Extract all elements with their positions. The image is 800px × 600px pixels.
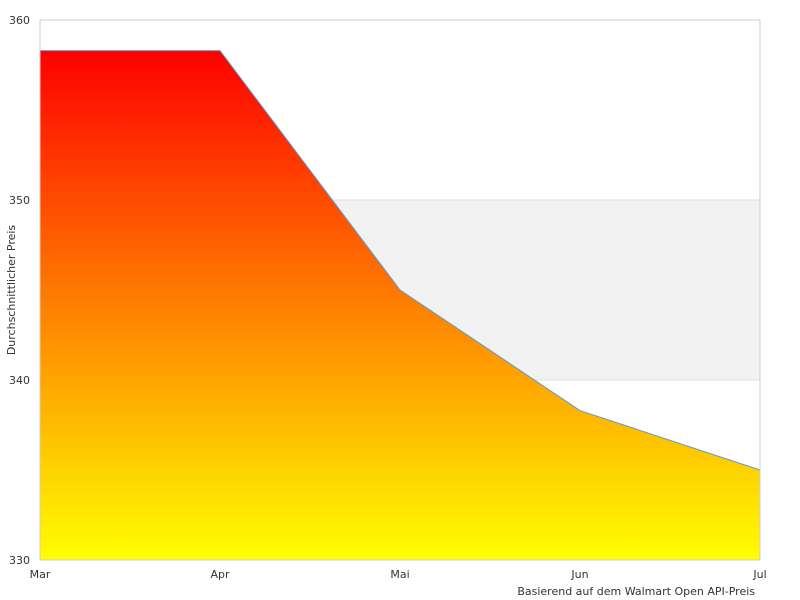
- y-tick-label: 330: [9, 554, 30, 567]
- x-tick-label-mar: Mar: [30, 568, 51, 581]
- x-tick-label-jul: Jul: [752, 568, 766, 581]
- data-point-jun: [579, 410, 581, 412]
- data-point-mai: [399, 289, 401, 291]
- x-tick-label-apr: Apr: [210, 568, 230, 581]
- x-tick-label-mai: Mai: [390, 568, 409, 581]
- y-axis-title: Durchschnittlicher Preis: [5, 225, 18, 356]
- x-tick-label-jun: Jun: [570, 568, 588, 581]
- data-point-apr: [219, 50, 221, 52]
- price-area: [40, 50, 760, 560]
- y-tick-label: 350: [9, 194, 30, 207]
- y-tick-label: 360: [9, 14, 30, 27]
- plot-frame: [39, 19, 761, 561]
- source-note: Basierend auf dem Walmart Open API-Preis: [517, 585, 755, 598]
- y-tick-label: 340: [9, 374, 30, 387]
